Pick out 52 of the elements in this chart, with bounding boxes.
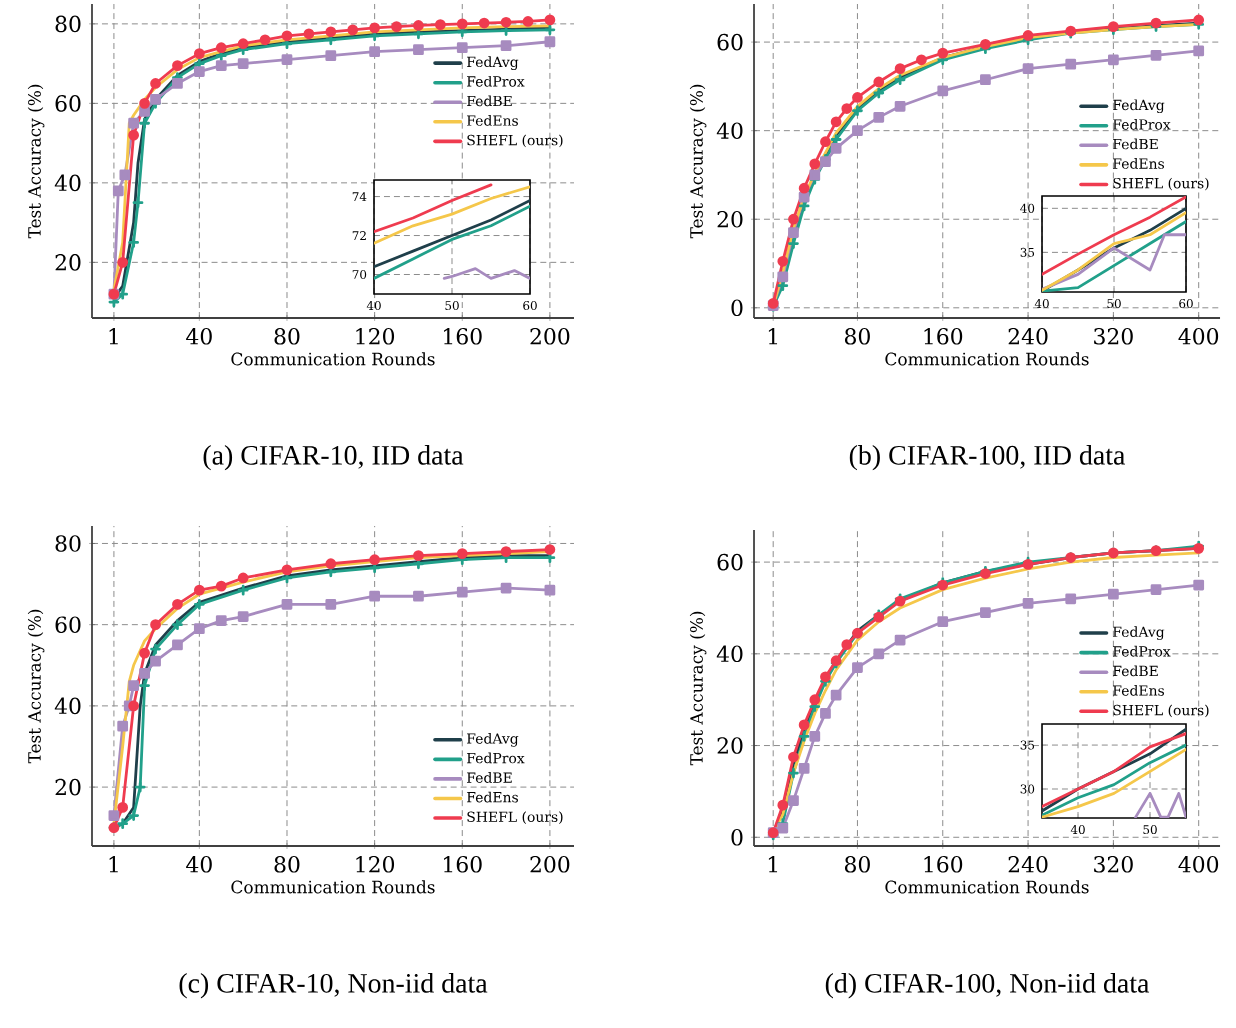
text: (d) CIFAR-100, Non-iid data (825, 973, 1150, 999)
text: (c) CIFAR-10, Non-iid data (179, 973, 488, 999)
x-tick-label: 400 (1178, 328, 1219, 345)
x-tick-label: 200 (530, 328, 570, 345)
x-tick-label: 80 (844, 856, 870, 873)
x-axis-title: Communication Rounds (231, 880, 435, 894)
y-axis-title: Test Accuracy (%) (689, 611, 707, 766)
y-tick-label: 40 (54, 697, 81, 715)
y-tick-label: 20 (717, 210, 743, 228)
text: (b) CIFAR-100, IID data (849, 445, 1126, 471)
y-axis-title: Test Accuracy (%) (27, 609, 45, 764)
y-tick-label: 60 (717, 553, 743, 571)
y-tick-label: 20 (55, 254, 81, 271)
x-tick-label: 160 (444, 328, 482, 345)
y-tick-label: 0 (731, 299, 743, 317)
x-tick-label: 1 (768, 856, 778, 873)
text: (a) CIFAR-10, IID data (203, 445, 464, 471)
x-tick-label: 40 (186, 856, 212, 873)
y-tick-label: 80 (55, 535, 81, 552)
y-axis-title: Test Accuracy (%) (689, 84, 707, 239)
x-tick-label: 320 (1094, 328, 1133, 345)
y-tick-label: 20 (55, 778, 81, 796)
x-tick-label: 80 (274, 856, 300, 873)
x-tick-label: 40 (186, 328, 212, 345)
x-axis-title: Communication Rounds (885, 880, 1089, 894)
x-tick-label: 240 (1008, 328, 1048, 345)
y-tick-label: 0 (731, 829, 743, 846)
x-tick-label: 200 (530, 856, 570, 873)
x-tick-label: 320 (1094, 856, 1133, 873)
x-tick-label: 160 (924, 856, 963, 873)
y-axis-title: Test Accuracy (%) (27, 84, 45, 239)
x-tick-label: 240 (1008, 856, 1048, 873)
x-tick-label: 80 (274, 328, 300, 345)
y-tick-label: 80 (55, 15, 81, 33)
x-tick-label: 1 (768, 328, 778, 345)
x-axis-title: Communication Rounds (885, 352, 1089, 366)
y-tick-label: 40 (54, 174, 81, 192)
y-tick-label: 60 (55, 95, 81, 112)
x-tick-label: 80 (844, 328, 870, 345)
x-tick-label: 400 (1178, 856, 1219, 873)
y-tick-label: 20 (717, 737, 743, 754)
y-tick-label: 40 (716, 122, 743, 139)
x-tick-label: 120 (356, 328, 395, 345)
y-tick-label: 40 (716, 645, 743, 663)
y-tick-label: 60 (55, 616, 81, 633)
x-tick-label: 160 (444, 856, 482, 873)
x-tick-label: 160 (924, 328, 963, 345)
x-axis-title: Communication Rounds (231, 352, 435, 366)
x-tick-label: 1 (109, 328, 118, 345)
x-tick-label: 1 (109, 856, 118, 873)
x-tick-label: 120 (356, 856, 395, 873)
y-tick-label: 60 (717, 33, 743, 51)
